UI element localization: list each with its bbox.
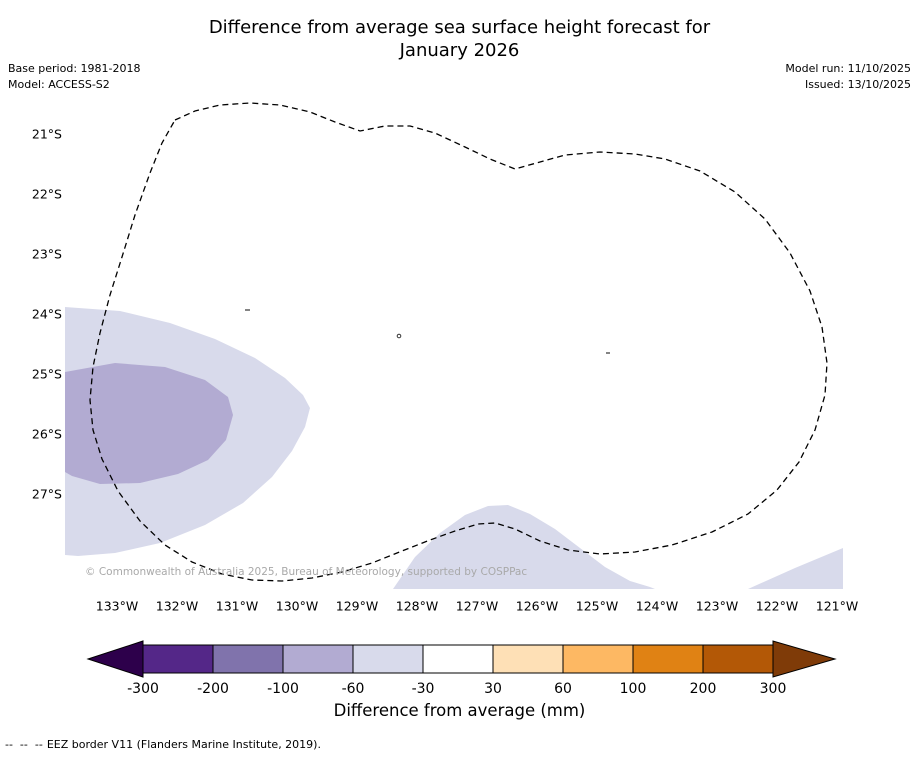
map-plot: 21°S 22°S 23°S 24°S 25°S 26°S 27°S 133°W… <box>32 102 858 614</box>
colorbar-segment <box>352 644 424 674</box>
lon-tick-126w: 126°W <box>516 599 558 614</box>
lon-tick-121w: 121°W <box>816 599 858 614</box>
colorbar-segment <box>702 644 774 674</box>
colorbar-label: Difference from average (mm) <box>333 701 586 720</box>
lon-tick-128w: 128°W <box>396 599 438 614</box>
lat-tick-23s: 23°S <box>32 247 62 262</box>
lat-tick-21s: 21°S <box>32 127 62 142</box>
colorbar-segment <box>422 644 494 674</box>
lon-tick-130w: 130°W <box>276 599 318 614</box>
anomaly-region-west-core <box>65 363 233 484</box>
colorbar-segment <box>282 644 354 674</box>
lon-tick-123w: 123°W <box>696 599 738 614</box>
base-period-text: Base period: 1981-2018 <box>8 62 141 75</box>
lon-tick-125w: 125°W <box>576 599 618 614</box>
colorbar-left-arrow <box>86 640 144 678</box>
colorbar-tick: -300 <box>127 681 159 697</box>
lon-tick-133w: 133°W <box>96 599 138 614</box>
lon-tick-122w: 122°W <box>756 599 798 614</box>
lon-tick-124w: 124°W <box>636 599 678 614</box>
eez-dash-sample: -- -- -- <box>5 738 43 751</box>
lon-tick-131w: 131°W <box>216 599 258 614</box>
colorbar-tick: 100 <box>620 681 647 697</box>
eez-legend-text: EEZ border V11 (Flanders Marine Institut… <box>46 738 321 751</box>
colorbar-segment <box>632 644 704 674</box>
lat-tick-22s: 22°S <box>32 187 62 202</box>
meta-right: Model run: 11/10/2025 Issued: 13/10/2025 <box>785 61 911 93</box>
lon-tick-127w: 127°W <box>456 599 498 614</box>
colorbar-segment <box>212 644 284 674</box>
copyright-text: © Commonwealth of Australia 2025, Bureau… <box>85 566 527 578</box>
contour-artifact <box>396 333 402 339</box>
colorbar-tick: -100 <box>267 681 299 697</box>
meta-left: Base period: 1981-2018 Model: ACCESS-S2 <box>8 61 140 93</box>
colorbar-segment <box>562 644 634 674</box>
colorbar-tick: -200 <box>197 681 229 697</box>
model-name-text: Model: ACCESS-S2 <box>8 78 110 91</box>
lat-tick-25s: 25°S <box>32 367 62 382</box>
anomaly-region-southeast <box>748 548 843 589</box>
colorbar-right-arrow <box>772 640 837 678</box>
lat-tick-27s: 27°S <box>32 487 62 502</box>
colorbar-tick: 60 <box>554 681 572 697</box>
colorbar-segment <box>142 644 214 674</box>
issued-text: Issued: 13/10/2025 <box>804 78 911 91</box>
eez-legend: -- -- -- EEZ border V11 (Flanders Marine … <box>5 738 321 751</box>
page-title: Difference from average sea surface heig… <box>0 16 919 62</box>
colorbar-tick: 200 <box>690 681 717 697</box>
colorbar-segment <box>492 644 564 674</box>
title-line1: Difference from average sea surface heig… <box>208 17 711 38</box>
colorbar-tick: -30 <box>412 681 435 697</box>
title-line2: January 2026 <box>399 40 520 61</box>
colorbar-tick: 30 <box>484 681 502 697</box>
eez-border-line <box>89 102 828 582</box>
lat-tick-24s: 24°S <box>32 307 62 322</box>
lon-tick-132w: 132°W <box>156 599 198 614</box>
colorbar-tick: -60 <box>342 681 365 697</box>
lon-tick-129w: 129°W <box>336 599 378 614</box>
colorbar: -300 -200 -100 -60 -30 30 60 100 200 300 <box>86 640 837 697</box>
anomaly-region-south <box>393 505 655 589</box>
colorbar-tick: 300 <box>760 681 787 697</box>
model-run-text: Model run: 11/10/2025 <box>785 62 911 75</box>
lat-tick-26s: 26°S <box>32 427 62 442</box>
